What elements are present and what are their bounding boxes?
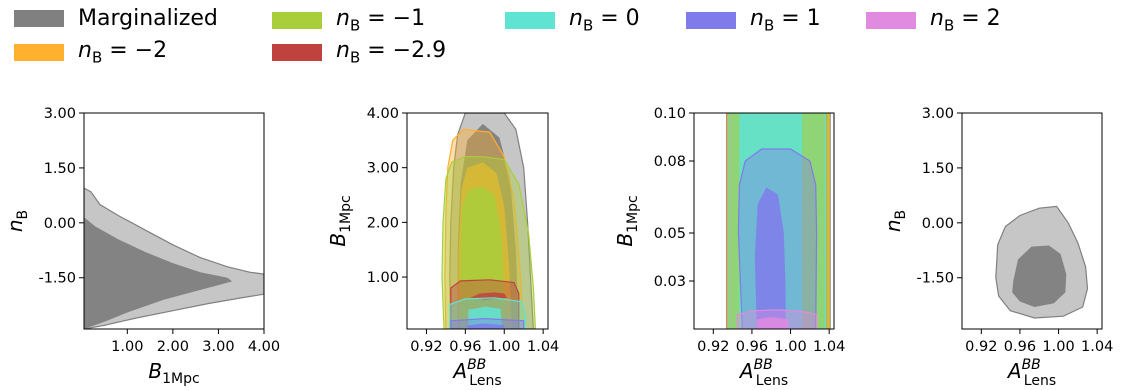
plot-area-3 [726, 113, 831, 329]
x-tick-label-1-3: 3.00 [202, 339, 234, 355]
legend-item-nb-1: nB = 1 [686, 6, 821, 34]
legend-swatch-nb-minus-2-9 [272, 43, 322, 61]
y-axis-label-1: nB [3, 210, 31, 232]
legend-item-marginalized: Marginalized [14, 6, 218, 31]
x-tick-label-4-3: 1.00 [1042, 339, 1074, 355]
y-tick-label-4-4: 3.00 [922, 106, 954, 122]
x-tick-label-2-1: 0.92 [410, 339, 442, 355]
legend-label-nb-minus-2-9: nB = −2.9 [336, 38, 447, 67]
y-axis-label-3: B1Mpc [613, 195, 641, 246]
y-tick-label-2-4: 4.00 [367, 106, 399, 122]
plot-area-2 [441, 113, 537, 329]
x-axis-label-2: ABB Lens [451, 357, 501, 389]
chart-panel-3: 0.92 0.96 1.00 1.04 0.03 0.05 0.08 0.10 ABB Lens B… [613, 106, 845, 389]
y-axis-label-4: nB [881, 210, 909, 232]
x-tick-label-4-4: 1.04 [1081, 339, 1113, 355]
y-tick-label-1-2: 0.00 [44, 216, 76, 232]
x-tick-label-1-4: 4.00 [248, 339, 280, 355]
x-tick-label-3-2: 0.96 [736, 339, 768, 355]
chart-panel-2: 0.92 0.96 1.00 1.04 1.00 2.00 3.00 4.00 ABB Lens B… [326, 106, 559, 389]
legend-item-nb-minus-1: nB = −1 [272, 6, 425, 34]
legend-swatch-nb-0 [505, 11, 555, 29]
y-tick-label-1-3: 1.50 [44, 161, 76, 177]
contour-inner-2-5 [468, 306, 503, 329]
legend-label-nb-minus-2: nB = −2 [78, 38, 168, 67]
x-tick-label-2-2: 0.96 [449, 339, 481, 355]
y-axis-label-2: B1Mpc [326, 195, 354, 246]
legend-item-nb-2: nB = 2 [866, 6, 1001, 34]
contour-inner-3-5 [754, 187, 786, 329]
legend-label-nb-0: nB = 0 [569, 6, 640, 35]
contour-outer-2-4 [450, 279, 520, 329]
x-axis-label-3: ABB Lens [738, 357, 788, 389]
x-tick-label-1-1: 1.00 [111, 339, 143, 355]
y-tick-label-3-4: 0.10 [654, 106, 686, 122]
legend-item-nb-minus-2: nB = −2 [14, 38, 167, 66]
plot-area-4 [995, 205, 1089, 319]
contour-inner-3-6 [756, 317, 789, 329]
x-tick-label-1-2: 2.00 [157, 339, 189, 355]
legend-swatch-nb-minus-1 [272, 11, 322, 29]
plot-area-1 [84, 187, 264, 329]
x-tick-label-4-2: 0.96 [1004, 339, 1036, 355]
legend-label-nb-minus-1: nB = −1 [336, 6, 426, 35]
y-tick-label-4-3: 1.50 [922, 161, 954, 177]
legend-item-nb-0: nB = 0 [505, 6, 640, 34]
x-tick-label-3-3: 1.00 [774, 339, 806, 355]
x-tick-label-3-4: 1.04 [813, 339, 845, 355]
x-axis-label-4: ABB Lens [1006, 357, 1056, 389]
y-tick-label-1-1: -1.50 [38, 271, 76, 287]
x-tick-label-4-1: 0.92 [965, 339, 997, 355]
plot-frame-4 [961, 112, 1103, 330]
y-tick-label-4-1: -1.50 [916, 271, 954, 287]
x-tick-label-2-4: 1.04 [527, 339, 559, 355]
plot-frame-1 [83, 112, 265, 330]
y-tick-label-4-2: 0.00 [922, 216, 954, 232]
x-tick-label-2-3: 1.00 [488, 339, 520, 355]
legend-label-marginalized: Marginalized [78, 6, 218, 31]
contour-inner-2-6 [467, 323, 505, 329]
legend-label-nb-1: nB = 1 [750, 6, 821, 35]
y-tick-label-2-1: 1.00 [367, 270, 399, 286]
y-tick-label-2-3: 3.00 [367, 161, 399, 177]
y-tick-label-3-1: 0.03 [654, 274, 686, 290]
y-tick-label-1-4: 3.00 [44, 106, 76, 122]
legend-label-nb-2: nB = 2 [930, 6, 1001, 35]
contour-inner-1-1 [84, 217, 233, 329]
y-tick-label-3-2: 0.05 [654, 226, 686, 242]
plot-frame-3 [693, 112, 835, 330]
legend-swatch-marginalized [14, 10, 64, 27]
y-tick-label-3-3: 0.08 [654, 154, 686, 170]
chart-panel-4: 0.92 0.96 1.00 1.04 -1.50 0.00 1.50 3.00 ABB Lens… [881, 106, 1113, 389]
legend: Marginalized nB = −2 nB = −1 nB = −2.9 n… [0, 0, 1137, 70]
legend-swatch-nb-minus-2 [14, 43, 64, 61]
x-tick-label-3-1: 0.92 [697, 339, 729, 355]
legend-item-nb-minus-2-9: nB = −2.9 [272, 38, 446, 66]
legend-swatch-nb-1 [686, 11, 736, 29]
y-tick-label-2-2: 2.00 [367, 215, 399, 231]
x-axis-label-1: B1Mpc [148, 359, 199, 387]
contour-inner-4-1 [1012, 245, 1067, 307]
plot-frame-2 [406, 112, 549, 330]
legend-swatch-nb-2 [866, 11, 916, 29]
